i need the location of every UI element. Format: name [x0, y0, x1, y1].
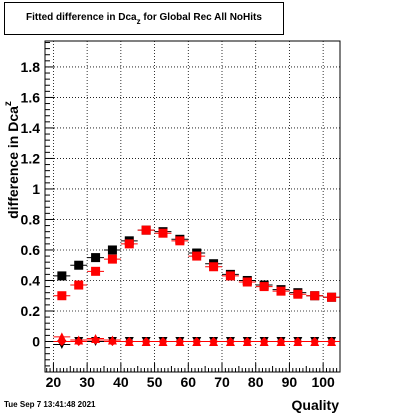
- x-tick-label: 60: [180, 374, 196, 390]
- y-tick-label: 1.6: [21, 89, 41, 105]
- series-1: [53, 225, 340, 302]
- chart-title-box: Fitted difference in Dcaz for Global Rec…: [4, 2, 284, 35]
- diamond-marker: [57, 336, 67, 346]
- square-marker: [74, 260, 84, 270]
- axis-layer: [44, 40, 341, 373]
- diamond-marker: [242, 336, 252, 346]
- square-marker: [175, 236, 185, 246]
- square-marker: [310, 291, 320, 301]
- square-marker: [209, 262, 219, 272]
- chart-title-main: Fitted difference in Dca: [26, 12, 137, 23]
- diamond-marker: [259, 336, 269, 346]
- x-axis-title: Quality: [292, 397, 340, 413]
- square-marker: [107, 245, 117, 255]
- series-4: [53, 335, 340, 346]
- plot-frame: [44, 40, 341, 373]
- square-marker: [57, 271, 67, 281]
- y-tick-label: 0.8: [21, 211, 41, 227]
- triangle-up-marker: [57, 332, 67, 342]
- marks-layer: [53, 225, 340, 350]
- diamond-marker: [225, 336, 235, 346]
- square-marker: [327, 292, 337, 302]
- diamond-marker: [124, 336, 134, 346]
- y-tick-label: 1.8: [21, 59, 41, 75]
- x-tick-label: 90: [282, 374, 298, 390]
- square-marker: [124, 239, 134, 249]
- chart-title-subscript: z: [136, 17, 141, 26]
- grid-layer: [45, 41, 340, 372]
- square-marker: [158, 228, 168, 238]
- x-tick-label: 80: [248, 374, 264, 390]
- y-tick-label: 1.4: [21, 120, 41, 136]
- diamond-marker: [74, 336, 84, 346]
- diamond-marker: [327, 336, 337, 346]
- square-marker: [242, 277, 252, 287]
- square-marker: [57, 291, 67, 301]
- y-axis-title: difference in Dcaz: [3, 101, 21, 219]
- square-marker: [293, 289, 303, 299]
- y-tick-label: 0.6: [21, 242, 41, 258]
- y-tick-label: 1.2: [21, 150, 41, 166]
- y-tick-label: 1: [32, 181, 40, 197]
- labels-layer: 20 30 40 50 60 70 80 90 100 0 0.2 0.4 0.6 0.8 1 1.2 1.4 1…: [3, 59, 339, 413]
- square-marker: [276, 286, 286, 296]
- x-tick-label: 20: [46, 374, 62, 390]
- square-marker: [91, 266, 101, 276]
- y-tick-label: 0.2: [21, 303, 41, 319]
- chart-title: Fitted difference in Dcaz for Global Rec…: [5, 12, 283, 26]
- x-tick-label: 100: [311, 374, 335, 390]
- diamond-marker: [209, 336, 219, 346]
- timestamp: Tue Sep 7 13:41:48 2021: [4, 400, 96, 409]
- square-marker: [259, 282, 269, 292]
- diamond-marker: [293, 336, 303, 346]
- diamond-marker: [276, 336, 286, 346]
- x-tick-label: 40: [113, 374, 129, 390]
- diamond-marker: [91, 335, 101, 345]
- square-marker: [91, 253, 101, 263]
- x-tick-label: 30: [79, 374, 95, 390]
- diamond-marker: [107, 336, 117, 346]
- square-marker: [107, 254, 117, 264]
- diamond-marker: [141, 336, 151, 346]
- y-tick-label: 0: [32, 333, 40, 349]
- diamond-marker: [192, 336, 202, 346]
- y-tick-label: 0.4: [21, 272, 41, 288]
- x-tick-label: 70: [214, 374, 230, 390]
- square-marker: [192, 251, 202, 261]
- diamond-marker: [175, 336, 185, 346]
- x-tick-label: 50: [147, 374, 163, 390]
- square-marker: [74, 280, 84, 290]
- diamond-marker: [310, 336, 320, 346]
- y-axis-title-subscript: z: [3, 101, 14, 106]
- square-marker: [141, 225, 151, 235]
- chart-title-suffix: for Global Rec All NoHits: [140, 12, 262, 23]
- diamond-marker: [158, 336, 168, 346]
- square-marker: [225, 271, 235, 281]
